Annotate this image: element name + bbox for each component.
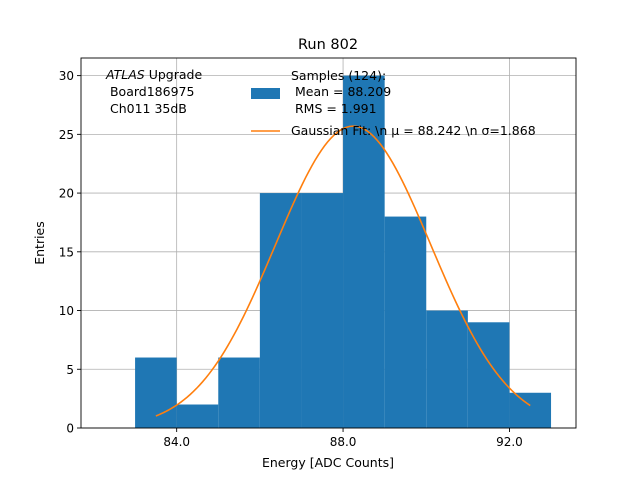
chart-title: Run 802 <box>298 37 358 53</box>
y-tick-label: 15 <box>59 245 74 259</box>
gaussian-fit-curve <box>155 125 531 417</box>
atlas-annotation: ATLAS Upgrade Board186975 Ch011 35dB <box>105 67 202 116</box>
histogram-bar <box>176 404 219 428</box>
plot-frame <box>80 57 577 429</box>
legend-fit-label: Gaussian Fit: \n μ = 88.242 \n σ=1.868 <box>291 123 536 138</box>
legend-hist-swatch <box>251 88 280 99</box>
legend: Samples (124): Mean = 88.209 RMS = 1.991… <box>251 68 536 138</box>
y-tick-label: 30 <box>59 69 74 83</box>
x-axis-label: Energy [ADC Counts] <box>262 455 394 470</box>
y-tick-label: 10 <box>59 304 74 318</box>
annotation-upgrade: Upgrade <box>145 67 203 82</box>
annotation-atlas: ATLAS <box>105 67 145 82</box>
histogram-bar <box>384 216 427 428</box>
histogram-bar <box>343 75 385 428</box>
x-tick-label: 84.0 <box>163 435 190 449</box>
legend-mean-label: Mean = 88.209 <box>291 84 391 99</box>
y-tick-label: 25 <box>59 128 74 142</box>
y-tick-label: 5 <box>66 363 74 377</box>
histogram-bar <box>135 357 177 428</box>
y-axis-ticks: 0 5 10 15 20 25 30 <box>59 69 81 436</box>
histogram-bar <box>218 357 260 428</box>
histogram-bar <box>301 193 344 428</box>
x-axis-ticks: 84.0 88.0 92.0 <box>163 428 523 449</box>
histogram-bar <box>426 310 468 428</box>
x-tick-label: 92.0 <box>496 435 523 449</box>
annotation-channel: Ch011 35dB <box>106 101 187 116</box>
x-tick-label: 88.0 <box>330 435 357 449</box>
annotation-line-1: ATLAS Upgrade <box>105 67 202 82</box>
histogram-bar <box>509 392 552 428</box>
annotation-board: Board186975 <box>106 84 194 99</box>
y-tick-label: 0 <box>66 422 74 436</box>
legend-rms-label: RMS = 1.991 <box>291 101 377 116</box>
legend-samples-label: Samples (124): <box>291 68 386 83</box>
y-tick-label: 20 <box>59 187 74 201</box>
histogram-bar <box>259 193 302 428</box>
y-axis-label: Entries <box>32 221 47 265</box>
